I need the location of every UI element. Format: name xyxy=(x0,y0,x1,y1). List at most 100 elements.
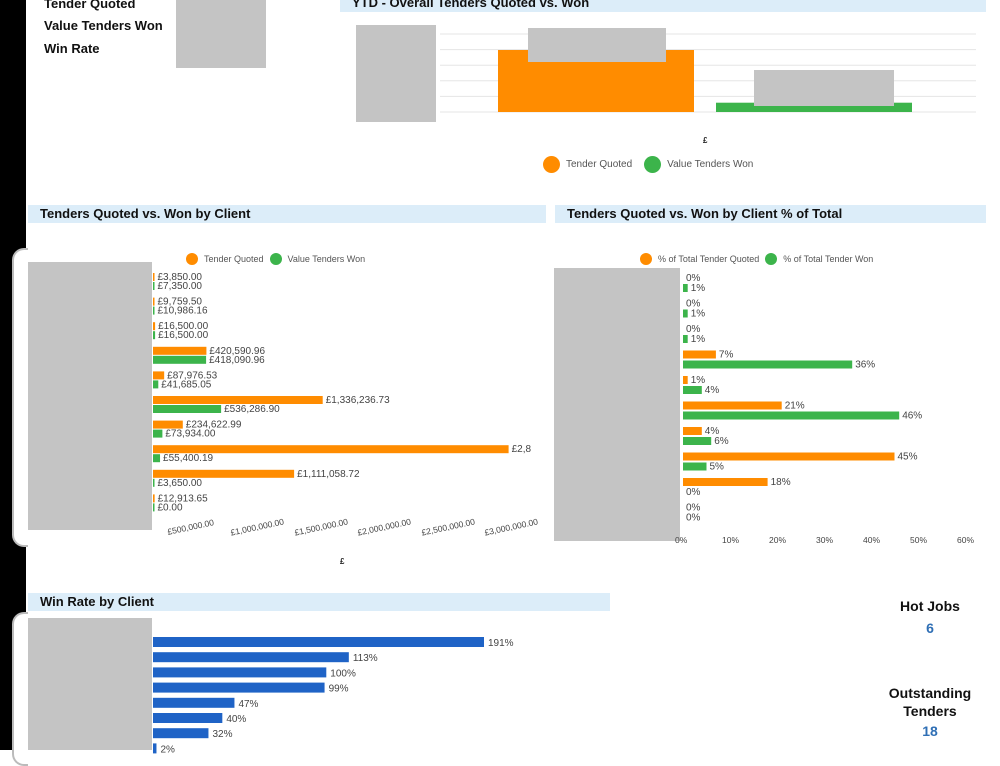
pct-label-quoted: 0% xyxy=(686,273,701,284)
pct-x-tick: 20% xyxy=(769,535,787,545)
pct-label-won: 1% xyxy=(691,283,706,294)
ytd-label-redacted-2 xyxy=(754,70,894,106)
client-label-won: £536,286.90 xyxy=(224,404,280,415)
winrate-bar xyxy=(153,637,484,647)
pct-legend[interactable]: % of Total Tender Quoted % of Total Tend… xyxy=(640,253,873,265)
pct-bars: 0%1%0%1%0%1%7%36%1%4%21%46%4%6%45%5%18%0… xyxy=(683,273,922,524)
pct-label-quoted: 0% xyxy=(686,503,701,514)
winrate-bar xyxy=(153,652,349,663)
kpi-tender-quoted-label: Tender Quoted xyxy=(44,0,136,11)
client-label-quoted: £234,622.99 xyxy=(186,420,242,431)
winrate-bar xyxy=(153,667,327,678)
pct-label-quoted: 18% xyxy=(771,477,791,488)
pct-bar-quoted xyxy=(683,350,716,359)
client-label-won: £7,350.00 xyxy=(158,281,203,292)
kpi-values-redacted xyxy=(176,0,266,68)
winrate-client-names-redacted xyxy=(28,618,152,750)
client-bars: £3,850.00£7,350.00 £9,759.50£10,986.16 £16… xyxy=(153,272,532,513)
winrate-bar xyxy=(153,682,325,693)
client-bar-won xyxy=(153,405,222,413)
pct-label-won: 1% xyxy=(691,334,706,345)
pct-chart-title[interactable]: Tenders Quoted vs. Won by Client % of To… xyxy=(555,205,986,223)
legend-won-swatch xyxy=(269,253,282,265)
ytd-label-redacted-1 xyxy=(528,28,666,62)
client-label-quoted: £12,913.65 xyxy=(158,493,208,504)
pct-label-won: 4% xyxy=(705,385,720,396)
pct-label-won: 1% xyxy=(691,309,706,320)
winrate-bar xyxy=(153,728,209,739)
pct-bar-won xyxy=(683,437,712,445)
client-names-redacted xyxy=(28,262,152,530)
client-bar-won xyxy=(153,503,155,512)
client-bar-quoted xyxy=(153,494,155,503)
client-label-won: £3,650.00 xyxy=(158,478,203,489)
pct-bar-won xyxy=(683,284,688,292)
client-label-quoted: £420,590.96 xyxy=(209,346,265,357)
client-label-won: £0.00 xyxy=(158,502,183,513)
client-label-quoted: £87,976.53 xyxy=(167,370,217,381)
pct-x-tick: 60% xyxy=(957,535,975,545)
client-bar-won xyxy=(153,454,161,463)
pct-label-won: 5% xyxy=(710,462,725,473)
legend-quoted-swatch xyxy=(186,253,198,265)
winrate-label: 47% xyxy=(238,699,258,710)
client-bar-quoted xyxy=(153,322,156,331)
legend-pct-quoted-label: % of Total Tender Quoted xyxy=(658,254,760,264)
ytd-yaxis-redacted xyxy=(356,25,436,122)
legend-quoted-label: Tender Quoted xyxy=(204,254,264,264)
ytd-chart-title[interactable]: YTD - Overall Tenders Quoted vs. Won xyxy=(340,0,986,12)
kpi-win-rate-label: Win Rate xyxy=(44,41,100,56)
pct-label-quoted: 4% xyxy=(705,426,720,437)
client-label-won: £418,090.96 xyxy=(209,355,265,366)
pct-bar-won xyxy=(683,335,688,343)
pct-bar-quoted xyxy=(683,452,895,461)
legend-quoted-label: Tender Quoted xyxy=(566,159,633,170)
winrate-bar xyxy=(153,713,223,723)
client-bar-quoted xyxy=(153,297,155,306)
ytd-axis-label: £ xyxy=(703,136,708,145)
legend-won-swatch xyxy=(644,156,662,173)
pct-bar-won xyxy=(683,411,900,420)
kpi-value-won-label: Value Tenders Won xyxy=(44,18,163,33)
client-bar-won xyxy=(153,380,159,389)
winrate-bar xyxy=(153,743,157,754)
pct-label-quoted: 45% xyxy=(898,452,918,463)
winrate-bar xyxy=(153,697,235,708)
pct-label-quoted: 0% xyxy=(686,299,701,310)
pct-label-won: 46% xyxy=(902,411,922,422)
pct-bar-quoted xyxy=(683,401,782,410)
pct-x-tick: 0% xyxy=(675,535,688,545)
client-bar-won xyxy=(153,355,207,364)
pct-label-quoted: 21% xyxy=(785,401,805,412)
client-chart-title[interactable]: Tenders Quoted vs. Won by Client xyxy=(28,205,546,223)
legend-quoted-swatch xyxy=(543,156,560,173)
legend-pct-won-label: % of Total Tender Won xyxy=(783,254,874,264)
client-label-quoted: £9,759.50 xyxy=(158,297,203,308)
winrate-chart-title[interactable]: Win Rate by Client xyxy=(28,593,610,611)
pct-label-quoted: 1% xyxy=(691,375,706,386)
outstanding-value[interactable]: 18 xyxy=(922,723,938,739)
ytd-legend[interactable]: Tender Quoted Value Tenders Won xyxy=(543,156,753,173)
client-label-won: £55,400.19 xyxy=(163,453,213,464)
pct-bar-quoted xyxy=(683,427,702,435)
pct-client-names-redacted xyxy=(554,268,680,541)
client-label-quoted: £1,111,058.72 xyxy=(297,469,360,480)
client-label-won: £10,986.16 xyxy=(158,306,208,317)
client-label-won: £16,500.00 xyxy=(158,330,208,341)
client-label-quoted: £16,500.00 xyxy=(158,321,208,332)
client-axis-label: £ xyxy=(340,557,345,566)
legend-pct-quoted-swatch xyxy=(640,253,652,265)
client-label-quoted: £1,336,236.73 xyxy=(326,395,390,406)
client-label-quoted: £2,8 xyxy=(512,444,532,455)
winrate-bars: 191%113%100%99%47%40%32%2% xyxy=(153,637,514,755)
client-bar-won xyxy=(153,478,155,487)
pct-label-won: 0% xyxy=(686,513,701,524)
pct-label-quoted: 7% xyxy=(719,350,734,361)
client-bar-won xyxy=(153,306,155,315)
client-label-won: £73,934.00 xyxy=(165,429,215,440)
client-legend[interactable]: Tender Quoted Value Tenders Won xyxy=(186,253,365,265)
pct-label-quoted: 0% xyxy=(686,324,701,335)
client-bar-quoted xyxy=(153,445,509,454)
legend-won-label: Value Tenders Won xyxy=(667,159,754,170)
hot-jobs-value[interactable]: 6 xyxy=(926,620,934,636)
